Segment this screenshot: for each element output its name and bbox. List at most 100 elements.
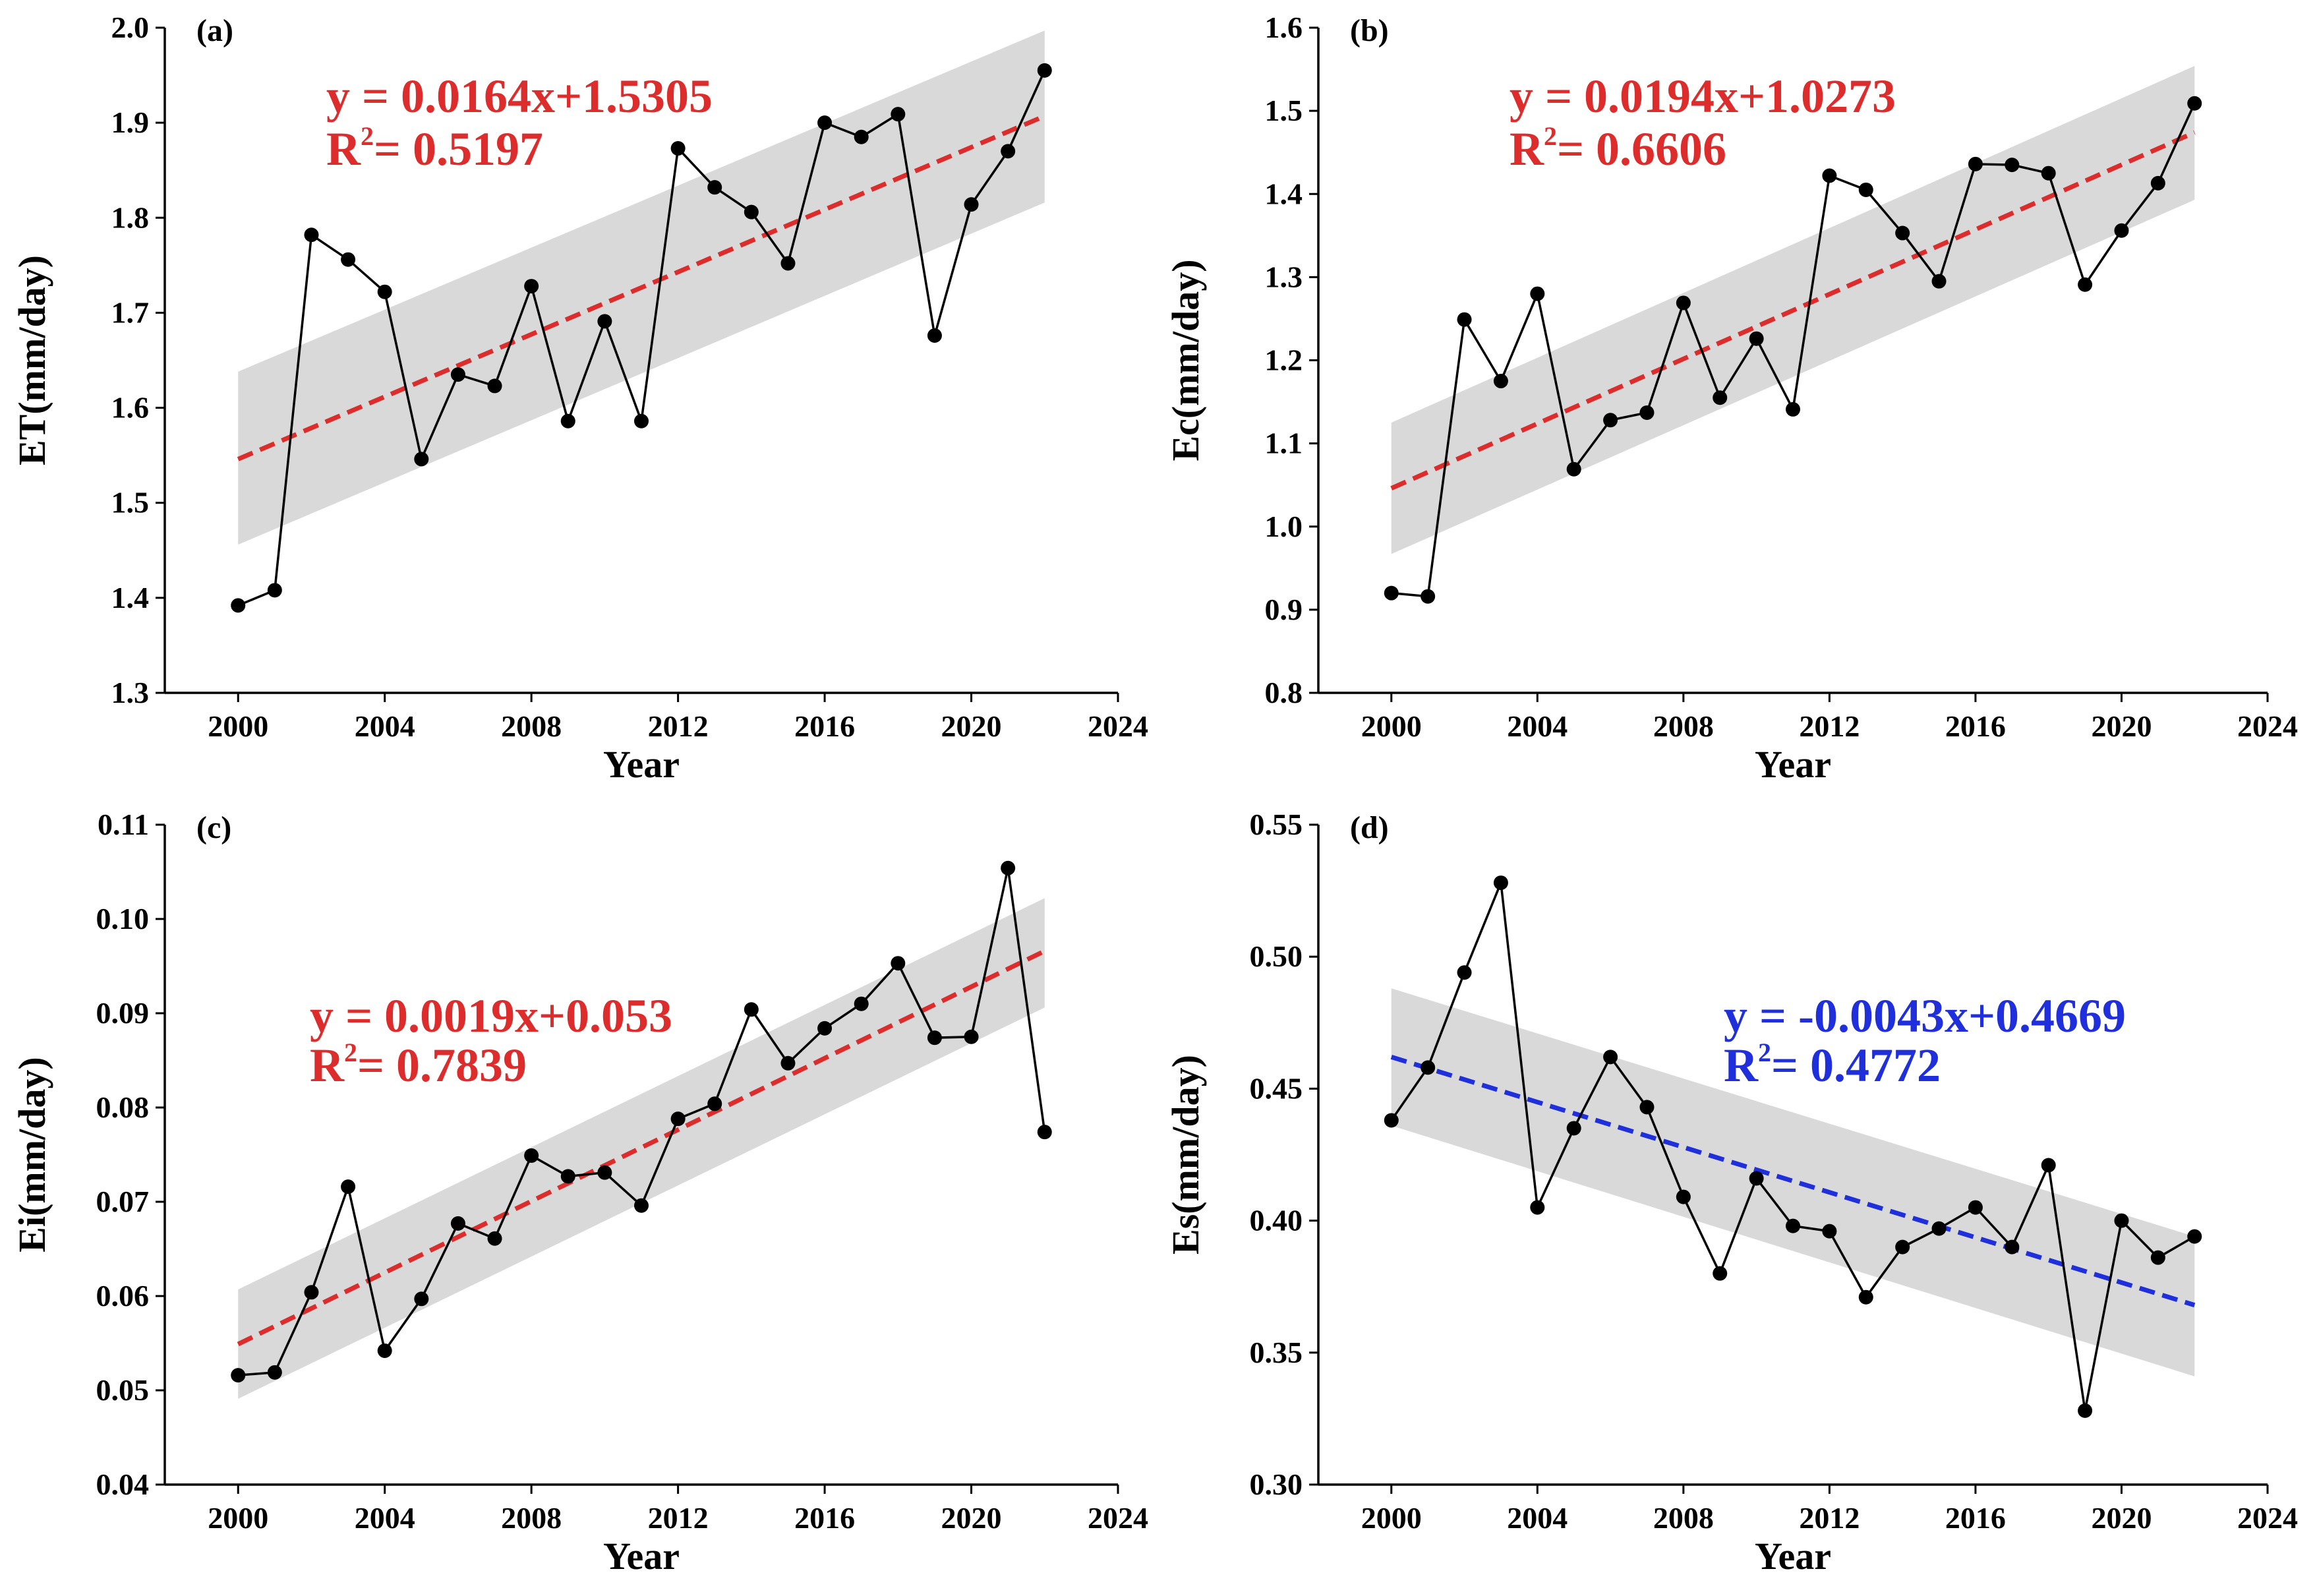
data-point <box>1858 1289 1873 1305</box>
panel-label: (b) <box>1350 13 1389 48</box>
data-point <box>597 1165 612 1180</box>
y-tick-label: 1.6 <box>1265 11 1303 44</box>
x-tick-label: 2004 <box>1507 1501 1568 1535</box>
y-tick-label: 2.0 <box>111 11 150 44</box>
data-point <box>854 129 869 144</box>
regression-equation: y = -0.0043x+0.4669 <box>1724 990 2126 1042</box>
data-point <box>341 252 356 267</box>
data-point <box>2005 158 2020 173</box>
r-squared-label: R2= 0.6606 <box>1510 121 1726 175</box>
data-point <box>634 1198 649 1213</box>
data-point <box>267 1365 282 1380</box>
r-squared-value: = 0.7839 <box>357 1039 527 1092</box>
data-point <box>964 1029 979 1044</box>
y-tick-label: 1.4 <box>111 581 150 614</box>
data-point <box>2150 1250 2165 1265</box>
data-point <box>1493 875 1508 891</box>
data-point <box>1421 1060 1436 1075</box>
panel-label: (d) <box>1350 810 1389 845</box>
data-point <box>891 956 906 971</box>
data-point <box>1931 1221 1947 1236</box>
data-point <box>1001 860 1016 875</box>
data-point <box>1037 1125 1052 1140</box>
r-squared-exponent: 2 <box>1758 1038 1771 1067</box>
data-point <box>377 1343 392 1358</box>
data-point <box>670 141 686 156</box>
x-tick-label: 2016 <box>1945 1501 2006 1535</box>
x-tick-label: 2008 <box>1653 1501 1714 1535</box>
data-point <box>2005 1239 2020 1255</box>
y-tick-label: 0.35 <box>1250 1336 1303 1369</box>
r-squared-symbol: R <box>1724 1039 1759 1092</box>
x-tick-label: 2000 <box>1361 709 1422 743</box>
data-point <box>1566 461 1581 477</box>
data-point <box>1822 168 1837 183</box>
data-point <box>1639 1100 1655 1115</box>
data-point <box>560 413 575 429</box>
data-point <box>1457 312 1472 327</box>
y-tick-label: 0.8 <box>1265 676 1303 709</box>
data-point <box>1384 1113 1399 1128</box>
r-squared-exponent: 2 <box>344 1038 357 1067</box>
confidence-band <box>1391 988 2195 1376</box>
data-point <box>597 314 612 329</box>
r-squared-label: R2= 0.4772 <box>1724 1038 1941 1092</box>
x-tick-label: 2008 <box>1653 709 1714 743</box>
data-point <box>1858 182 1873 197</box>
data-point <box>1895 225 1910 241</box>
data-point <box>744 1002 759 1017</box>
data-point <box>1676 1189 1691 1204</box>
x-tick-label: 2008 <box>501 709 562 743</box>
y-tick-label: 1.1 <box>1265 427 1303 460</box>
y-tick-label: 1.9 <box>111 105 150 139</box>
y-axis-label: Ei(mm/day) <box>11 1057 53 1252</box>
y-tick-label: 1.3 <box>1265 260 1303 293</box>
x-tick-label: 2012 <box>648 709 709 743</box>
x-tick-label: 2008 <box>501 1501 562 1535</box>
data-point <box>891 107 906 122</box>
r-squared-exponent: 2 <box>361 121 374 151</box>
x-tick-label: 2004 <box>355 1501 415 1535</box>
data-point <box>450 367 465 382</box>
y-tick-label: 0.07 <box>96 1185 150 1218</box>
chart-panel-2: 0.8 0.9 1.0 1.1 1.2 1.3 1.4 1.5 1.6 2000 2004 2008 2… <box>1164 11 2298 786</box>
data-point <box>2041 165 2056 181</box>
data-point <box>1786 401 1800 417</box>
trend-line <box>1390 1055 2196 1308</box>
x-tick-label: 2020 <box>2091 709 2152 743</box>
data-point <box>817 1020 833 1036</box>
data-point <box>1603 1049 1618 1065</box>
data-point <box>1530 1200 1545 1215</box>
data-point <box>1603 413 1618 428</box>
y-tick-label: 1.0 <box>1265 510 1303 543</box>
r-squared-value: = 0.4772 <box>1771 1039 1941 1092</box>
y-tick-label: 0.30 <box>1250 1467 1303 1501</box>
data-point <box>964 197 979 212</box>
y-tick-label: 1.8 <box>111 200 150 234</box>
y-tick-label: 1.6 <box>111 391 150 425</box>
x-tick-label: 2024 <box>2237 1501 2298 1535</box>
x-tick-label: 2020 <box>941 1501 1002 1535</box>
data-point <box>1749 331 1764 346</box>
data-point <box>780 256 796 271</box>
trend-line <box>1390 130 2196 490</box>
data-point <box>1968 1200 1983 1215</box>
trend-line <box>237 949 1046 1347</box>
y-tick-label: 0.04 <box>96 1467 150 1501</box>
x-tick-label: 2004 <box>1507 709 1568 743</box>
data-point <box>524 279 539 294</box>
regression-equation: y = 0.0164x+1.5305 <box>326 70 713 123</box>
data-point <box>634 413 649 429</box>
data-point <box>2078 277 2093 292</box>
regression-equation: y = 0.0194x+1.0273 <box>1510 70 1896 123</box>
x-tick-label: 2000 <box>1361 1501 1422 1535</box>
data-point <box>1421 589 1436 604</box>
data-point <box>414 452 429 467</box>
data-point <box>1457 965 1472 980</box>
data-point <box>744 204 759 220</box>
data-point <box>1676 295 1691 310</box>
data-point <box>450 1216 465 1231</box>
y-tick-label: 1.2 <box>1265 343 1303 377</box>
data-point <box>377 284 392 299</box>
